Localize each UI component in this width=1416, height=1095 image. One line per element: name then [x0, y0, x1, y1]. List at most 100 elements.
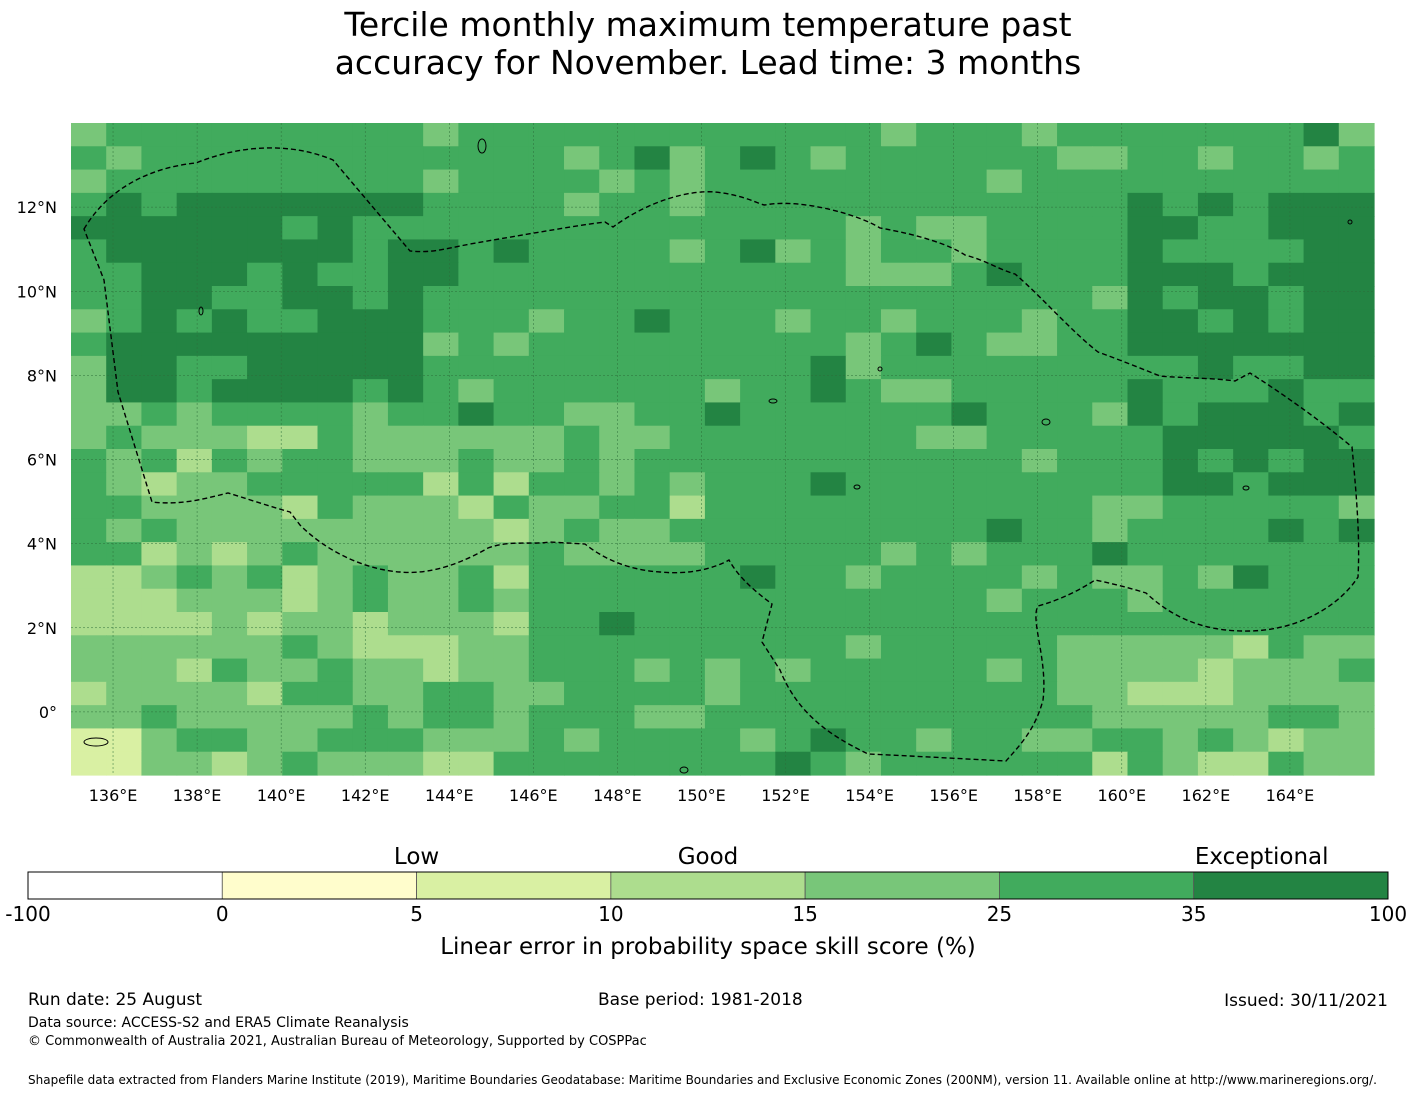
skill-cell [141, 751, 178, 776]
skill-cell [317, 402, 354, 427]
skill-cell [1057, 239, 1093, 264]
skill-cell [458, 728, 495, 753]
title-line-1: Tercile monthly maximum temperature past [344, 5, 1072, 44]
skill-cell [880, 681, 917, 706]
skill-cell [458, 472, 495, 497]
skill-cell [1092, 658, 1129, 683]
skill-cell [564, 565, 600, 590]
skill-cell [845, 286, 882, 310]
skill-cell [1092, 635, 1129, 660]
skill-cell [247, 751, 283, 776]
skill-cell [211, 286, 248, 310]
skill-cell [951, 518, 988, 543]
skill-cell [916, 146, 953, 171]
skill-cell [704, 612, 741, 636]
category-label: Good [678, 844, 739, 870]
skill-cell [775, 192, 812, 217]
skill-cell [493, 169, 530, 194]
skill-cell [458, 146, 495, 171]
skill-cell [810, 425, 847, 450]
skill-cell [1057, 146, 1093, 171]
skill-cell [599, 379, 636, 404]
skill-cell [1303, 588, 1340, 613]
copyright: © Commonwealth of Australia 2021, Austra… [28, 1034, 647, 1049]
skill-cell [704, 518, 741, 543]
skill-cell [282, 588, 319, 613]
skill-cell [1303, 612, 1340, 636]
island-outline [853, 484, 861, 490]
skill-cell [599, 309, 636, 334]
skill-cell [599, 449, 636, 473]
skill-cell [1303, 565, 1340, 590]
skill-cell [317, 425, 354, 450]
skill-cell [1021, 472, 1058, 497]
skill-cell [71, 332, 107, 357]
colorbar-segment [416, 871, 612, 900]
skill-cell [141, 728, 178, 753]
skill-cell [564, 542, 600, 567]
skill-cell [986, 425, 1023, 450]
skill-cell [704, 239, 741, 264]
lon-tick-label: 158°E [1013, 786, 1062, 805]
skill-cell [810, 286, 847, 310]
skill-cell [1092, 309, 1129, 334]
skill-cell [916, 751, 953, 776]
skill-cell [704, 472, 741, 497]
island-outline [768, 398, 778, 404]
skill-cell [599, 542, 636, 567]
colorbar-tick-label: 35 [1181, 902, 1206, 926]
skill-cell [528, 169, 565, 194]
skill-cell [387, 495, 424, 520]
skill-cell [352, 612, 389, 636]
skill-cell [916, 332, 953, 357]
skill-cell [986, 286, 1023, 310]
skill-cell [1162, 728, 1199, 753]
skill-cell [669, 542, 706, 567]
skill-cell [1268, 123, 1305, 147]
skill-cell [423, 123, 459, 147]
skill-cell [71, 565, 107, 590]
lon-tick-label: 148°E [593, 786, 642, 805]
skill-cell [1092, 402, 1129, 427]
island-outline [679, 766, 689, 774]
skill-cell [704, 751, 741, 776]
skill-cell [71, 379, 107, 404]
skill-cell [317, 286, 354, 310]
skill-cell [282, 169, 319, 194]
skill-cell [599, 192, 636, 217]
skill-cell [880, 728, 917, 753]
skill-cell [634, 612, 671, 636]
skill-cell [211, 262, 248, 287]
skill-cell [176, 192, 213, 217]
skill-cell [634, 239, 671, 264]
skill-cell [282, 728, 319, 753]
skill-cell [352, 286, 389, 310]
skill-cell [106, 332, 143, 357]
skill-cell [845, 705, 882, 730]
skill-cell [352, 192, 389, 217]
skill-cell [1021, 588, 1058, 613]
skill-cell [1197, 286, 1234, 310]
skill-cell [1057, 658, 1093, 683]
skill-cell [387, 588, 424, 613]
skill-cell [634, 518, 671, 543]
skill-cell [810, 449, 847, 473]
skill-cell [458, 658, 495, 683]
skill-cell [106, 379, 143, 404]
skill-cell [669, 635, 706, 660]
skill-cell [176, 309, 213, 334]
skill-cell [1057, 379, 1093, 404]
skill-cell [493, 542, 530, 567]
skill-cell [423, 495, 459, 520]
skill-cell [740, 588, 776, 613]
skill-cell [564, 635, 600, 660]
skill-cell [1092, 495, 1129, 520]
skill-cell [1127, 728, 1164, 753]
colorbar-tick-label: 100 [1369, 902, 1407, 926]
colorbar-tick-label: 0 [216, 902, 229, 926]
skill-cell [282, 355, 319, 380]
skill-cell [176, 425, 213, 450]
skill-cell [951, 542, 988, 567]
skill-cell [71, 612, 107, 636]
skill-cell [317, 681, 354, 706]
